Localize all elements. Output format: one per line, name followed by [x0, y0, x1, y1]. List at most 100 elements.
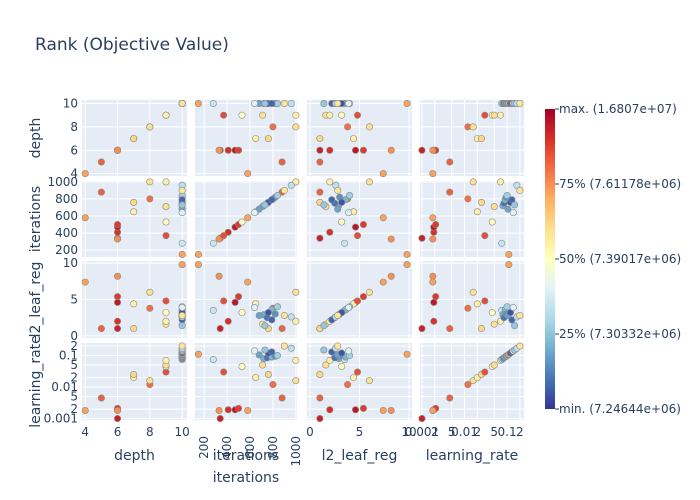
data-point [216, 415, 224, 423]
data-point [429, 170, 437, 178]
data-point [178, 261, 186, 269]
data-point [114, 317, 122, 325]
data-point [81, 170, 89, 178]
y-tick-label: 10 [63, 97, 78, 111]
data-point [278, 394, 286, 402]
data-point [224, 406, 232, 414]
colorbar-tick-label: min. (7.24644e+06) [559, 402, 681, 416]
data-point [162, 178, 170, 186]
data-point [432, 293, 440, 301]
data-point [269, 123, 277, 131]
data-point [162, 356, 170, 364]
data-point [238, 309, 246, 317]
data-point [235, 146, 243, 154]
data-point [255, 311, 263, 319]
x-tick-label: 800 [266, 436, 280, 459]
data-point [251, 100, 259, 108]
data-point [178, 209, 186, 217]
data-point [292, 317, 300, 325]
scatter-panels [82, 100, 524, 420]
data-point [162, 297, 170, 305]
data-point [244, 214, 252, 222]
data-point [114, 407, 122, 415]
data-point [114, 298, 122, 306]
colorbar-tick-label: 75% (7.61178e+06) [559, 177, 681, 191]
data-point [146, 288, 154, 296]
data-point [146, 123, 154, 131]
x-axis-title-extra: iterations [213, 470, 279, 486]
data-point [130, 135, 138, 143]
data-point [464, 304, 472, 312]
data-point [220, 232, 228, 240]
data-point [338, 349, 346, 357]
data-point [477, 325, 485, 333]
data-point [354, 368, 362, 376]
data-point [264, 309, 272, 317]
data-point [488, 218, 496, 226]
y-tick-label: 2 [70, 371, 78, 385]
data-point [403, 250, 411, 258]
data-point [287, 100, 295, 108]
data-point [341, 239, 349, 247]
data-point [261, 100, 269, 108]
data-point [114, 325, 122, 333]
y-tick-label: 10 [63, 256, 78, 270]
data-point [429, 214, 437, 222]
data-point [403, 350, 411, 358]
data-point [490, 320, 498, 328]
data-point [244, 170, 252, 178]
data-point [215, 146, 223, 154]
data-point [334, 100, 342, 108]
data-point [345, 209, 353, 217]
data-point [418, 146, 426, 154]
data-point [194, 100, 202, 108]
data-point [261, 201, 269, 209]
data-point [259, 361, 267, 369]
data-point [130, 300, 138, 308]
x-tick-label: 5 [356, 425, 364, 439]
x-tick-label: 8 [146, 425, 154, 439]
data-point [326, 228, 334, 236]
x-tick-label: 2 [516, 425, 524, 439]
data-point [387, 146, 395, 154]
data-point [268, 100, 276, 108]
data-point [403, 100, 411, 108]
data-point [429, 278, 437, 286]
data-point [320, 346, 328, 354]
x-tick-label: 200 [197, 436, 211, 459]
data-point [280, 311, 288, 319]
data-point [316, 146, 324, 154]
data-point [328, 196, 336, 204]
data-point [387, 272, 395, 280]
data-point [379, 278, 387, 286]
data-point [334, 186, 342, 194]
data-point [352, 146, 360, 154]
y-tick-label: 200 [55, 243, 78, 257]
data-point [345, 347, 353, 355]
data-point [379, 170, 387, 178]
data-point [209, 239, 217, 247]
data-point [326, 111, 334, 119]
y-tick-label: 0.01 [51, 380, 78, 394]
chart-title: Rank (Objective Value) [35, 35, 229, 55]
data-point [350, 374, 358, 382]
data-point [322, 361, 330, 369]
data-point [418, 325, 426, 333]
data-point [268, 316, 276, 324]
data-point [365, 377, 373, 385]
data-point [481, 232, 489, 240]
y-axis-title: iterations [28, 186, 44, 252]
data-point [430, 298, 438, 306]
y-tick-label: 0 [70, 329, 78, 343]
data-point [146, 304, 154, 312]
data-point [146, 377, 154, 385]
x-tick-label: 10 [401, 425, 416, 439]
data-point [473, 300, 481, 308]
data-point [255, 351, 263, 359]
data-point [338, 218, 346, 226]
data-point [97, 325, 105, 333]
data-point [130, 208, 138, 216]
data-point [287, 313, 295, 321]
data-point [345, 100, 353, 108]
data-point [334, 342, 342, 350]
